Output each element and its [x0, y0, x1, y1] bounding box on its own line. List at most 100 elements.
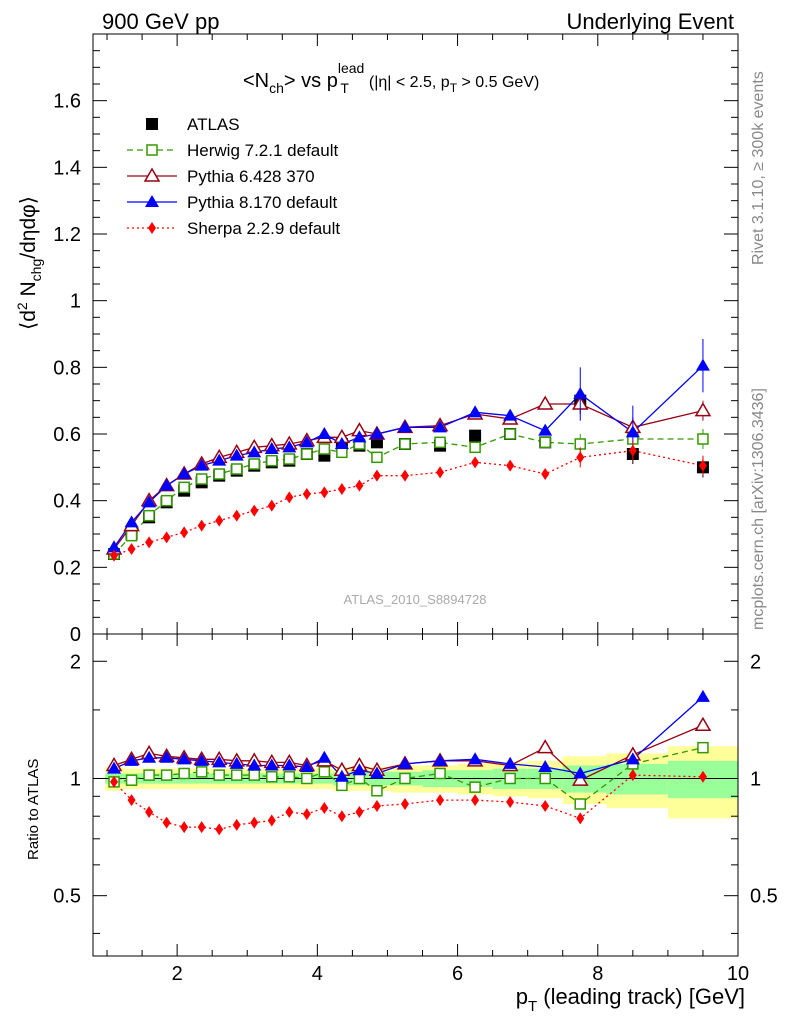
ratio-point-sherpa-2-2-9-default — [215, 823, 224, 836]
ratio-point-pythia-6-428-370 — [571, 771, 589, 786]
ratio-y-label: Ratio to ATLAS — [25, 759, 42, 860]
ratio-point-pythia-8-170-default — [573, 766, 588, 779]
ratio-point-pythia-8-170-default — [503, 756, 518, 769]
ratio-point-herwig-7-2-1-default — [213, 769, 225, 781]
y-tick-label: 1 — [70, 291, 81, 313]
ratio-point-sherpa-2-2-9-default — [337, 810, 346, 823]
ratio-point-sherpa-2-2-9-default — [110, 775, 119, 788]
ratio-point-pythia-8-170-default — [334, 769, 349, 782]
ratio-point-herwig-7-2-1-default — [469, 781, 481, 793]
ratio-point-pythia-6-428-370 — [694, 716, 712, 731]
point-herwig-7-2-1-default — [283, 453, 296, 465]
ratio-point-herwig-7-2-1-default — [539, 772, 551, 785]
point-pythia-8-170-default — [194, 458, 209, 471]
point-pythia-8-170-default — [177, 467, 192, 479]
point-herwig-7-2-1-default — [195, 473, 208, 485]
point-sherpa-2-2-9-default — [541, 468, 550, 480]
ratio-point-herwig-7-2-1-default — [434, 767, 446, 780]
x-tick-label: 2 — [172, 963, 183, 985]
ratio-point-sherpa-2-2-9-default — [698, 770, 707, 783]
point-pythia-8-170-default — [468, 405, 483, 418]
point-pythia-8-170-default — [247, 445, 262, 458]
ratio-point-sherpa-2-2-9-default — [506, 796, 515, 809]
ratio-point-herwig-7-2-1-default — [574, 798, 587, 810]
x-tick-label: 6 — [452, 963, 463, 985]
ratio-point-sherpa-2-2-9-default — [250, 816, 259, 829]
ratio-point-pythia-8-170-default — [124, 753, 139, 766]
ratio-point-pythia-8-170-default — [299, 760, 314, 773]
ratio-point-herwig-7-2-1-default — [125, 774, 138, 786]
ratio-point-sherpa-2-2-9-default — [400, 797, 409, 810]
ratio-point-herwig-7-2-1-default — [336, 779, 348, 792]
ratio-point-herwig-7-2-1-default — [160, 769, 173, 781]
point-pythia-8-170-default — [299, 435, 314, 448]
ratio-point-pythia-8-170-default — [433, 753, 448, 766]
point-herwig-7-2-1-default — [143, 509, 155, 522]
ratio-point-sherpa-2-2-9-default — [372, 799, 381, 812]
point-pythia-6-428-370 — [694, 402, 712, 417]
point-sherpa-2-2-9-default — [127, 543, 136, 555]
ratio-point-pythia-8-170-default — [229, 756, 244, 769]
point-pythia-8-170-default — [433, 420, 448, 433]
point-herwig-7-2-1-default — [301, 448, 313, 460]
ratio-line-herwig-7-2-1-default — [113, 747, 704, 805]
ratio-point-herwig-7-2-1-default — [301, 772, 313, 785]
legend-label-pythia-6-428-370: Pythia 6.428 370 — [187, 167, 315, 186]
y-axis-label: ⟨d2 Nchg/dηdφ⟩ — [14, 196, 44, 330]
ratio-point-herwig-7-2-1-default — [143, 769, 155, 781]
ratio-point-herwig-7-2-1-default — [248, 769, 260, 781]
point-pythia-8-170-default — [264, 442, 279, 454]
ratio-point-sherpa-2-2-9-default — [232, 818, 241, 831]
y-tick-label: 0.6 — [53, 424, 81, 446]
ratio-point-pythia-8-170-default — [282, 758, 297, 771]
point-pythia-8-170-default — [397, 420, 412, 433]
ratio-point-sherpa-2-2-9-default — [471, 794, 480, 807]
point-herwig-7-2-1-default — [160, 494, 173, 507]
point-pythia-8-170-default — [142, 495, 157, 508]
point-sherpa-2-2-9-default — [267, 499, 276, 512]
ratio-point-sherpa-2-2-9-default — [355, 806, 364, 819]
legend-marker-herwig-7-2-1-default — [146, 144, 158, 156]
ratio-point-sherpa-2-2-9-default — [285, 806, 294, 819]
point-sherpa-2-2-9-default — [471, 456, 480, 469]
point-pythia-8-170-default — [695, 358, 710, 371]
ratio-tick-label: 1 — [750, 768, 761, 790]
point-sherpa-2-2-9-default — [628, 444, 637, 457]
y-tick-label: 0.8 — [53, 357, 81, 379]
point-herwig-7-2-1-default — [504, 428, 516, 440]
y-tick-label: 0.4 — [53, 491, 81, 513]
line-pythia-8-170-default — [113, 365, 704, 548]
y-tick-label: 1.6 — [53, 91, 81, 113]
ratio-point-pythia-8-170-default — [317, 750, 332, 763]
point-atlas — [469, 429, 482, 442]
ratio-frame — [92, 633, 739, 957]
legend-label-pythia-8-170-default: Pythia 8.170 default — [187, 193, 338, 212]
ratio-point-sherpa-2-2-9-default — [302, 808, 311, 821]
ratio-point-herwig-7-2-1-default — [504, 772, 516, 785]
point-herwig-7-2-1-default — [178, 481, 190, 494]
legend-label-sherpa-2-2-9-default: Sherpa 2.2.9 default — [187, 219, 340, 238]
ratio-point-herwig-7-2-1-default — [266, 771, 278, 783]
point-pythia-8-170-default — [573, 387, 588, 399]
ratio-point-sherpa-2-2-9-default — [267, 814, 276, 827]
point-sherpa-2-2-9-default — [110, 549, 119, 562]
point-sherpa-2-2-9-default — [372, 469, 381, 482]
point-pythia-6-428-370 — [536, 395, 554, 410]
point-sherpa-2-2-9-default — [400, 469, 409, 482]
legend-marker-sherpa-2-2-9-default — [148, 222, 156, 234]
point-herwig-7-2-1-default — [539, 436, 551, 449]
y-tick-label: 1.2 — [53, 224, 81, 246]
ratio-point-pythia-8-170-default — [695, 689, 710, 702]
point-pythia-8-170-default — [317, 427, 332, 439]
ratio-point-pythia-8-170-default — [625, 752, 640, 765]
ratio-point-pythia-8-170-default — [538, 760, 553, 773]
ratio-tick-label: 2 — [750, 651, 761, 673]
point-herwig-7-2-1-default — [318, 443, 331, 455]
ratio-point-sherpa-2-2-9-default — [145, 806, 154, 819]
ratio-point-herwig-7-2-1-default — [283, 771, 296, 783]
legend-label-herwig-7-2-1-default: Herwig 7.2.1 default — [187, 141, 338, 160]
ratio-point-herwig-7-2-1-default — [371, 785, 383, 797]
y-tick-label: 1.4 — [53, 157, 81, 179]
point-sherpa-2-2-9-default — [320, 486, 329, 499]
